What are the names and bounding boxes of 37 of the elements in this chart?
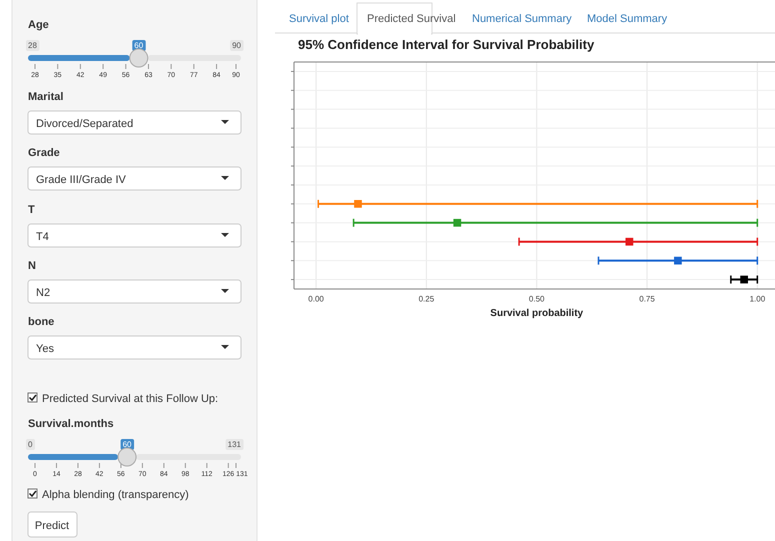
text: bone bbox=[28, 316, 54, 328]
x-tick-label: 0.00 bbox=[308, 294, 324, 304]
text: Divorced/Separated bbox=[36, 118, 134, 130]
text: Marital bbox=[28, 91, 64, 103]
text: 60 bbox=[122, 440, 132, 449]
text: T bbox=[28, 204, 35, 216]
text: Numerical Summary bbox=[472, 13, 572, 25]
text: N2 bbox=[36, 287, 50, 299]
x-axis-title: Survival probability bbox=[490, 308, 584, 319]
point bbox=[354, 200, 362, 208]
text: T4 bbox=[36, 231, 49, 243]
text: Predict bbox=[34, 520, 70, 532]
text: Predicted Survival bbox=[367, 13, 456, 25]
text: Grade III/Grade IV bbox=[36, 174, 127, 186]
text: 0 bbox=[28, 440, 33, 449]
text: Model Summary bbox=[587, 13, 668, 25]
text: Grade bbox=[28, 147, 60, 159]
text: Alpha blending (transparency) bbox=[42, 489, 189, 501]
text: Yes bbox=[36, 343, 54, 355]
x-tick-label: 0.75 bbox=[639, 294, 656, 304]
x-tick-label: 0.50 bbox=[528, 294, 546, 304]
text: 60 bbox=[134, 41, 144, 50]
x-tick-label: 0.25 bbox=[418, 294, 435, 304]
text: N bbox=[28, 260, 36, 272]
point bbox=[453, 218, 462, 227]
text: 28 bbox=[28, 41, 38, 50]
point bbox=[740, 276, 748, 284]
text: Survival plot bbox=[289, 13, 349, 25]
text: 90 bbox=[232, 41, 242, 50]
text: Predicted Survival at this Follow Up: bbox=[42, 393, 218, 405]
point bbox=[674, 256, 682, 264]
point bbox=[626, 238, 634, 246]
text: 131 bbox=[228, 440, 242, 449]
text: Age bbox=[28, 19, 49, 31]
x-tick-label: 1.00 bbox=[750, 294, 766, 304]
chart-title: 95% Confidence Interval for Survival Probability bbox=[298, 37, 595, 52]
text: Survival.months bbox=[28, 418, 114, 430]
